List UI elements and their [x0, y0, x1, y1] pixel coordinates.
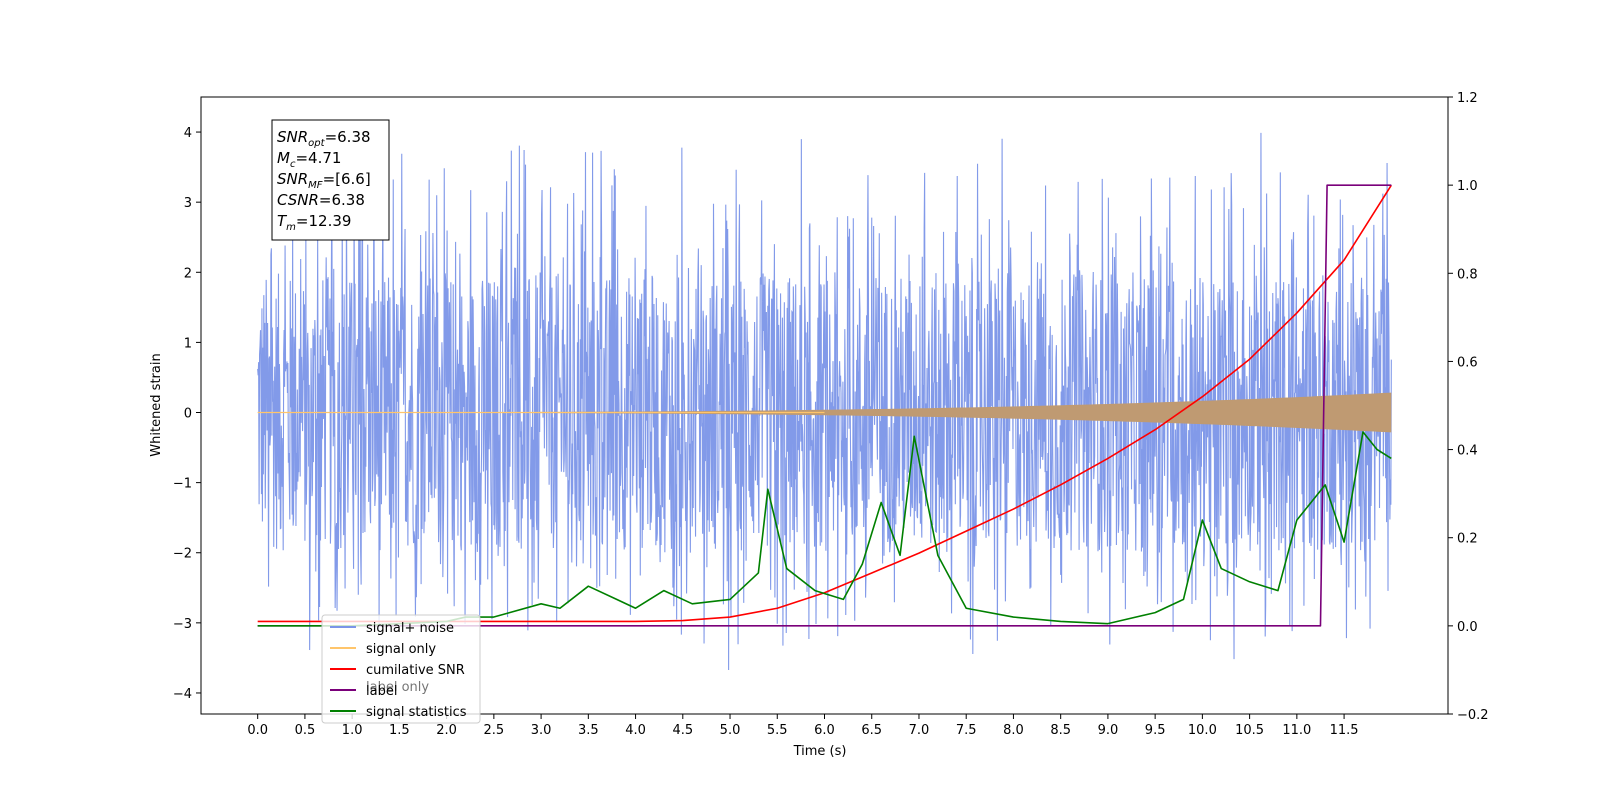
y-tick-label-right: 1.2	[1457, 91, 1478, 106]
x-tick-label: 1.0	[342, 723, 363, 738]
series-line	[257, 431, 1392, 627]
x-tick-label: 0.0	[247, 723, 268, 738]
y-tick-label-right: 0.8	[1457, 267, 1478, 282]
x-tick-label: 2.5	[484, 723, 505, 738]
legend-label: signal only	[366, 642, 436, 657]
x-tick-label: 9.5	[1145, 723, 1166, 738]
x-tick-label: 11.0	[1282, 723, 1311, 738]
series-line	[257, 184, 1392, 627]
x-tick-label: 3.5	[578, 723, 599, 738]
y-axis-left: 4 3 2 1 0 −1 −2 −3 −4	[173, 126, 201, 702]
y-tick-label-left: 4	[184, 126, 192, 141]
series-cumilative-snr	[257, 184, 1392, 623]
y-tick-label-right: 0.2	[1457, 532, 1478, 547]
y-tick-label-right: −0.2	[1457, 708, 1489, 723]
x-tick-label: 6.0	[814, 723, 835, 738]
series-layer	[257, 132, 1392, 671]
series-signal-statistics	[257, 431, 1392, 627]
x-tick-label: 7.5	[956, 723, 977, 738]
x-tick-label: 10.5	[1235, 723, 1264, 738]
y-tick-label-left: −4	[173, 687, 192, 702]
x-tick-label: 11.5	[1330, 723, 1359, 738]
x-tick-label: 4.5	[672, 723, 693, 738]
y-tick-label-left: 3	[184, 196, 192, 211]
x-tick-label: 9.0	[1098, 723, 1119, 738]
x-tick-label: 5.0	[720, 723, 741, 738]
info-box-line: Mc=4.71	[277, 149, 341, 170]
y-axis-label-left: Whitened strain	[149, 353, 164, 456]
x-tick-label: 0.5	[295, 723, 316, 738]
info-box-line: SNRMF=[6.6]	[277, 170, 371, 191]
y-tick-label-right: 0.4	[1457, 444, 1478, 459]
legend-label: signal+ noise	[366, 621, 454, 636]
info-box-frame	[271, 119, 390, 241]
y-axis-right: 1.2 1.0 0.8 0.6 0.4 0.2 0.0 −0.2	[1448, 91, 1489, 723]
x-tick-label: 8.0	[1003, 723, 1024, 738]
series-line	[257, 184, 1392, 623]
series-signal-noise	[257, 132, 1392, 671]
y-tick-label-left: 0	[184, 407, 192, 422]
x-tick-label: 7.0	[909, 723, 930, 738]
info-box-line: Tm=12.39	[277, 212, 351, 233]
x-tick-label: 1.5	[389, 723, 410, 738]
y-tick-label-left: −3	[173, 617, 192, 632]
x-tick-label: 8.5	[1050, 723, 1071, 738]
info-box-line: SNRopt=6.38	[277, 128, 371, 149]
legend-label: signal statistics	[366, 705, 467, 720]
noise-trace	[257, 132, 1392, 671]
ghost-legend-label: label only	[366, 680, 429, 695]
y-tick-label-left: −1	[173, 477, 192, 492]
legend-frame	[321, 614, 481, 724]
y-tick-label-left: 2	[184, 266, 192, 281]
chirp-envelope	[257, 392, 1392, 433]
legend: label only signal+ noise signal only cumila…	[321, 614, 481, 724]
y-tick-label-right: 0.6	[1457, 355, 1478, 370]
legend-label: cumilative SNR	[366, 663, 465, 678]
info-box-line: CSNR=6.38	[277, 191, 365, 209]
x-axis: 0.0 0.5 1.0 1.5 2.0 2.5 3.0 3.5 4.0 4.5 5.0 5.5 6.0 6…	[247, 714, 1359, 738]
y-tick-label-left: −2	[173, 547, 192, 562]
series-label	[257, 184, 1392, 627]
y-tick-label-right: 0.0	[1457, 620, 1478, 635]
x-tick-label: 3.0	[531, 723, 552, 738]
x-tick-label: 6.5	[861, 723, 882, 738]
y-tick-label-left: 1	[184, 336, 192, 351]
x-axis-label: Time (s)	[793, 744, 847, 759]
x-tick-label: 2.0	[436, 723, 457, 738]
x-tick-label: 4.0	[625, 723, 646, 738]
x-tick-label: 10.0	[1188, 723, 1217, 738]
legend-label: label	[366, 684, 397, 699]
y-tick-label-right: 1.0	[1457, 179, 1478, 194]
x-tick-label: 5.5	[767, 723, 788, 738]
series-signal-only	[257, 392, 1392, 433]
